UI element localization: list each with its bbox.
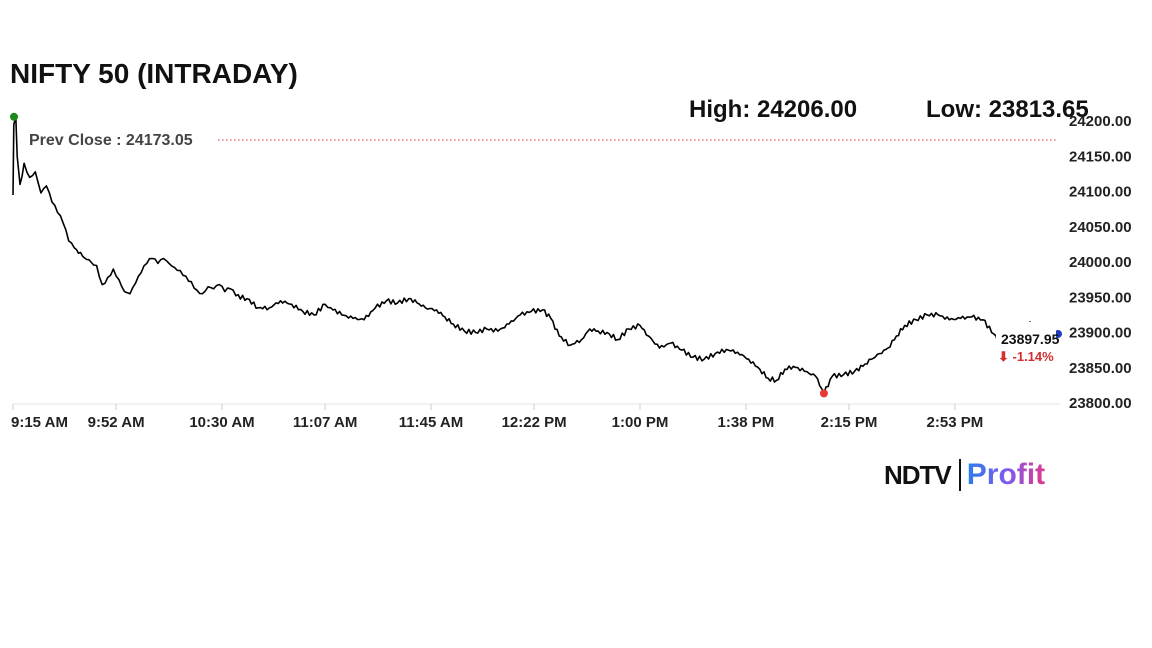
last-price-value: 23897.95	[1001, 331, 1060, 347]
x-tick-label: 10:30 AM	[189, 414, 254, 431]
day-low-marker	[819, 389, 828, 398]
y-tick-label: 23950.00	[1069, 289, 1132, 306]
x-tick-label: 12:22 PM	[502, 414, 567, 431]
x-tick-label: 2:15 PM	[821, 414, 878, 431]
x-tick-label: 11:45 AM	[399, 414, 463, 431]
y-tick-label: 24050.00	[1069, 219, 1132, 236]
logo-brand: NDTV	[884, 459, 952, 490]
y-tick-label: 23800.00	[1069, 395, 1132, 412]
day-high-label: High: 24206.00	[689, 96, 858, 123]
day-low-label: Low: 23813.65	[926, 96, 1089, 123]
y-tick-label: 23850.00	[1069, 360, 1132, 377]
chart-title: NIFTY 50 (INTRADAY)	[10, 58, 298, 89]
logo-divider	[958, 459, 961, 491]
x-tick-label: 9:52 AM	[88, 414, 145, 431]
price-line	[12, 116, 1059, 395]
y-tick-label: 23900.00	[1069, 325, 1132, 342]
x-tick-label: 9:15 AM	[11, 414, 68, 431]
x-tick-label: 1:38 PM	[718, 414, 775, 431]
day-high-marker	[10, 112, 18, 121]
y-tick-label: 24100.00	[1069, 184, 1132, 201]
x-tick-label: 11:07 AM	[293, 414, 357, 431]
x-tick-label: 1:00 PM	[612, 414, 669, 431]
x-tick-label: 2:53 PM	[927, 414, 984, 431]
last-price-callout-bg	[996, 321, 1056, 366]
prev-close-label: Prev Close : 24173.05	[29, 132, 193, 149]
logo-product: Profit	[966, 458, 1046, 491]
y-tick-label: 24200.00	[1069, 113, 1132, 130]
y-tick-label: 24150.00	[1069, 148, 1132, 165]
y-tick-label: 24000.00	[1069, 254, 1132, 271]
ndtv-profit-logo: NDTV Profit	[884, 458, 1045, 492]
last-price-change: ⬇ -1.14%	[998, 349, 1054, 364]
